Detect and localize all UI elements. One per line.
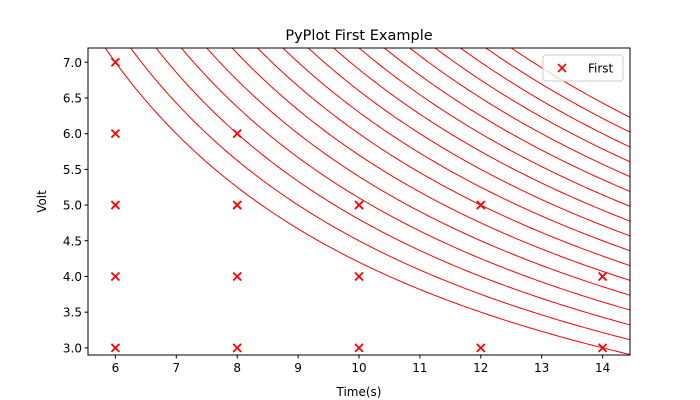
chart-title: PyPlot First Example [285,28,432,44]
scatter-point [476,200,486,210]
scatter-point [110,271,121,282]
y-tick-label: 4.0 [63,270,82,284]
y-tick-label: 7.0 [63,56,82,70]
y-tick-label: 5.5 [63,163,82,177]
scatter-point [110,200,121,210]
y-tick-label: 6.0 [63,127,82,141]
curve-line [231,48,630,281]
scatter-point [110,343,121,353]
curve-line [256,48,630,267]
curve-line [358,48,630,207]
plot-area [88,48,630,355]
curve-line [434,48,630,163]
curve-line [206,48,630,296]
scatter-point [597,271,608,282]
y-tick-label: 4.5 [63,234,82,248]
y-tick-label: 3.0 [63,341,82,355]
y-tick-label: 3.5 [63,306,82,320]
x-tick-label: 6 [112,361,120,375]
curve-line [484,48,630,133]
curve-line [510,48,630,118]
y-tick-label: 6.5 [63,91,82,105]
scatter-point [354,200,364,210]
curve-line [383,48,630,192]
x-tick-label: 9 [294,361,302,375]
scatter-point [476,343,486,353]
scatter-point [354,271,364,282]
x-tick-label: 13 [534,361,549,375]
x-axis-label: Time(s) [336,385,382,399]
curve-line [307,48,630,237]
scatter-point [597,343,608,353]
scatter-point [232,343,242,353]
points-layer [110,57,608,353]
y-axis: 3.0 3.5 4.0 4.5 5.0 5.5 6.0 6.5 7.0 [63,56,88,355]
curve-line [155,48,630,326]
curves-layer [104,48,630,355]
legend-label: First [588,62,614,76]
x-tick-label: 7 [172,361,180,375]
x-tick-label: 11 [412,361,427,375]
x-tick-label: 10 [351,361,366,375]
scatter-point [232,271,242,282]
y-axis-label: Volt [35,190,49,213]
scatter-point [232,200,242,210]
curve-line [332,48,630,222]
curve-line [180,48,630,311]
curve-line [282,48,630,252]
scatter-point [354,343,364,353]
curve-line [104,48,630,355]
x-tick-label: 14 [595,361,610,375]
legend-box [542,54,624,82]
curve-line [130,48,630,341]
curve-line [408,48,630,178]
legend: First [542,54,624,82]
curve-line [459,48,630,148]
x-axis: 6 7 8 9 10 11 12 13 14 [112,355,610,375]
x-tick-label: 12 [473,361,488,375]
scatter-point [110,129,121,139]
scatter-point [110,57,121,67]
legend-marker [557,63,567,73]
x-tick-label: 8 [233,361,241,375]
y-tick-label: 5.0 [63,199,82,213]
scatter-point [232,129,242,139]
